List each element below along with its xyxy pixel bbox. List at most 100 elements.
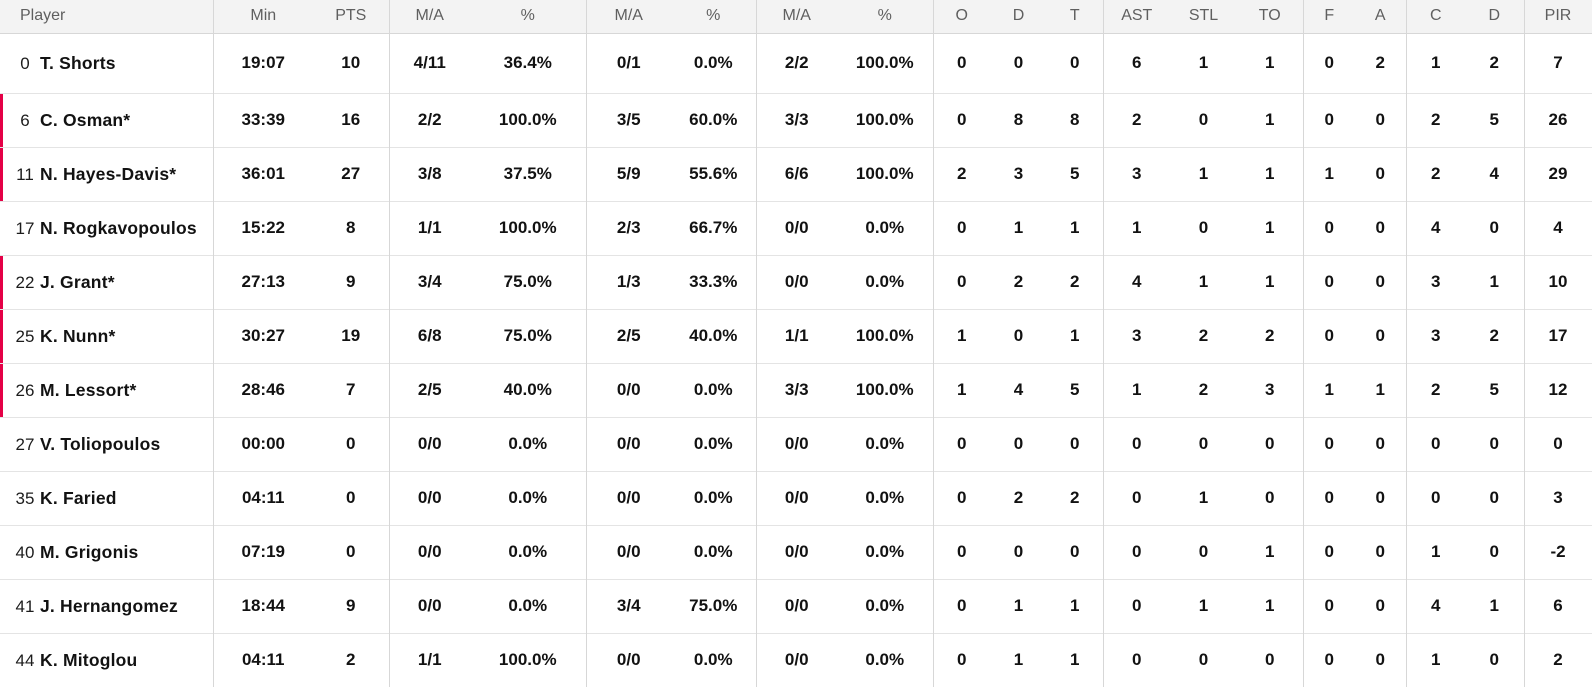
stat-stl: 1 xyxy=(1198,53,1209,72)
stat-to: 1 xyxy=(1237,146,1303,201)
col-header-2pt-pct: % xyxy=(470,0,586,34)
stat-2pt-ma: 0/0 xyxy=(388,524,470,579)
stat-f: 0 xyxy=(1302,254,1355,309)
player-row: 0 T. Shorts 19:07 10 4/11 36.4% 0/1 0.0% 2/2 100.… xyxy=(0,33,1592,93)
stat-pir: 3 xyxy=(1523,470,1592,525)
stat-dreb: 2 xyxy=(990,254,1047,309)
stat-oreb: 0 xyxy=(932,33,990,93)
stat-ft-ma: 1/1 xyxy=(755,308,837,363)
col-header-stl: STL xyxy=(1170,0,1237,34)
stat-ft-ma: 6/6 xyxy=(755,146,837,201)
stat-ast: 1 xyxy=(1102,362,1170,417)
player-name-cell[interactable]: 40 M. Grigonis xyxy=(0,524,213,579)
col-header-ft-pct: % xyxy=(837,0,933,34)
stat-min: 15:22 xyxy=(212,200,313,255)
player-name-cell[interactable]: 6 C. Osman* xyxy=(0,92,213,147)
stat-min: 27:13 xyxy=(212,254,313,309)
stat-ft-ma: 0/0 xyxy=(755,524,837,579)
stat-a: 0 xyxy=(1355,632,1406,687)
stat-dreb: 0 xyxy=(990,524,1047,579)
stat-ft-pct: 100.0% xyxy=(855,53,914,72)
player-name-cell[interactable]: 22 J. Grant* xyxy=(0,254,213,309)
stat-2pt-ma: 1/1 xyxy=(388,632,470,687)
player-number: 26 xyxy=(15,380,35,400)
stat-2pt-ma: 4/11 xyxy=(388,33,470,93)
player-row: 27 V. Toliopoulos 00:00 0 0/0 0.0% 0/0 0.0% 0/0 0… xyxy=(0,416,1592,471)
stat-pir: 26 xyxy=(1523,92,1592,147)
stat-oreb: 0 xyxy=(932,632,990,687)
stat-dreb: 1 xyxy=(990,200,1047,255)
stat-2pt-pct: 100.0% xyxy=(470,200,586,255)
stat-dreb: 4 xyxy=(990,362,1047,417)
player-row: 35 K. Faried 04:11 0 0/0 0.0% 0/0 0.0% 0/0 0.0% 0 2… xyxy=(0,470,1592,525)
player-row: 22 J. Grant* 27:13 9 3/4 75.0% 1/3 33.3% 0/0 0.0%… xyxy=(0,254,1592,309)
col-header-min: Min xyxy=(212,0,313,34)
stat-stl: 1 xyxy=(1170,578,1237,633)
stat-d: 0 xyxy=(1465,632,1524,687)
stat-3pt-ma: 0/0 xyxy=(585,362,671,417)
stat-oreb: 1 xyxy=(932,362,990,417)
stat-2pt-pct: 36.4% xyxy=(503,53,552,72)
stat-to: 1 xyxy=(1237,578,1303,633)
stat-ft-pct: 0.0% xyxy=(837,416,933,471)
stat-f: 0 xyxy=(1302,524,1355,579)
stat-treb: 0 xyxy=(1070,53,1080,72)
stat-pts: 9 xyxy=(313,578,389,633)
stat-3pt-pct: 40.0% xyxy=(671,308,756,363)
player-name: K. Mitoglou xyxy=(40,649,138,670)
stat-a: 0 xyxy=(1355,308,1406,363)
player-name-cell[interactable]: 41 J. Hernangomez xyxy=(0,578,213,633)
stat-a: 0 xyxy=(1355,254,1406,309)
stat-ft-ma: 3/3 xyxy=(755,362,837,417)
player-name-cell[interactable]: 27 V. Toliopoulos xyxy=(0,416,213,471)
stat-min: 04:11 xyxy=(212,632,313,687)
stat-2pt-ma: 1/1 xyxy=(388,200,470,255)
stat-d: 0 xyxy=(1465,416,1524,471)
player-name: T. Shorts xyxy=(40,52,116,73)
stat-ft-pct: 100.0% xyxy=(837,92,933,147)
col-header-dreb: D xyxy=(990,0,1047,34)
player-row: 44 K. Mitoglou 04:11 2 1/1 100.0% 0/0 0.0% 0/0 0.… xyxy=(0,632,1592,687)
stat-pts: 27 xyxy=(313,146,389,201)
stat-c: 0 xyxy=(1405,416,1465,471)
stat-stl: 1 xyxy=(1170,146,1237,201)
stat-d: 5 xyxy=(1465,362,1524,417)
player-number: 44 xyxy=(15,650,35,670)
stat-c: 1 xyxy=(1405,632,1465,687)
stat-3pt-ma: 5/9 xyxy=(585,146,671,201)
stat-c: 4 xyxy=(1405,200,1465,255)
stat-dreb: 1 xyxy=(990,578,1047,633)
player-name-cell[interactable]: 26 M. Lessort* xyxy=(0,362,213,417)
player-name-cell[interactable]: 44 K. Mitoglou xyxy=(0,632,213,687)
stat-ft-pct: 0.0% xyxy=(837,200,933,255)
stat-ast: 0 xyxy=(1102,632,1170,687)
stat-ft-pct: 0.0% xyxy=(837,524,933,579)
stat-min: 07:19 xyxy=(212,524,313,579)
col-header-treb: T xyxy=(1047,0,1103,34)
stat-pir: -2 xyxy=(1523,524,1592,579)
stat-ft-ma: 2/2 xyxy=(755,33,837,93)
stat-3pt-pct: 0.0% xyxy=(693,53,733,72)
player-name-cell[interactable]: 35 K. Faried xyxy=(0,470,213,525)
stat-ft-ma: 0/0 xyxy=(755,416,837,471)
stat-pir: 10 xyxy=(1523,254,1592,309)
player-name-cell[interactable]: 0 T. Shorts xyxy=(0,33,213,93)
stat-a: 0 xyxy=(1355,524,1406,579)
player-name: C. Osman* xyxy=(40,109,131,130)
stat-dreb: 2 xyxy=(990,470,1047,525)
stat-a: 1 xyxy=(1355,362,1406,417)
player-name-cell[interactable]: 25 K. Nunn* xyxy=(0,308,213,363)
stat-3pt-ma: 0/0 xyxy=(585,470,671,525)
stat-stl: 0 xyxy=(1170,92,1237,147)
stat-ast: 3 xyxy=(1102,308,1170,363)
stat-f: 0 xyxy=(1302,200,1355,255)
col-header-pir: PIR xyxy=(1523,0,1592,34)
col-header-3pt-pct: % xyxy=(671,0,756,34)
stat-c: 3 xyxy=(1405,308,1465,363)
stat-ft-ma: 0/0 xyxy=(755,632,837,687)
player-name-cell[interactable]: 11 N. Hayes-Davis* xyxy=(0,146,213,201)
stat-2pt-pct: 0.0% xyxy=(470,524,586,579)
stat-d: 4 xyxy=(1465,146,1524,201)
player-name-cell[interactable]: 17 N. Rogkavopoulos xyxy=(0,200,213,255)
